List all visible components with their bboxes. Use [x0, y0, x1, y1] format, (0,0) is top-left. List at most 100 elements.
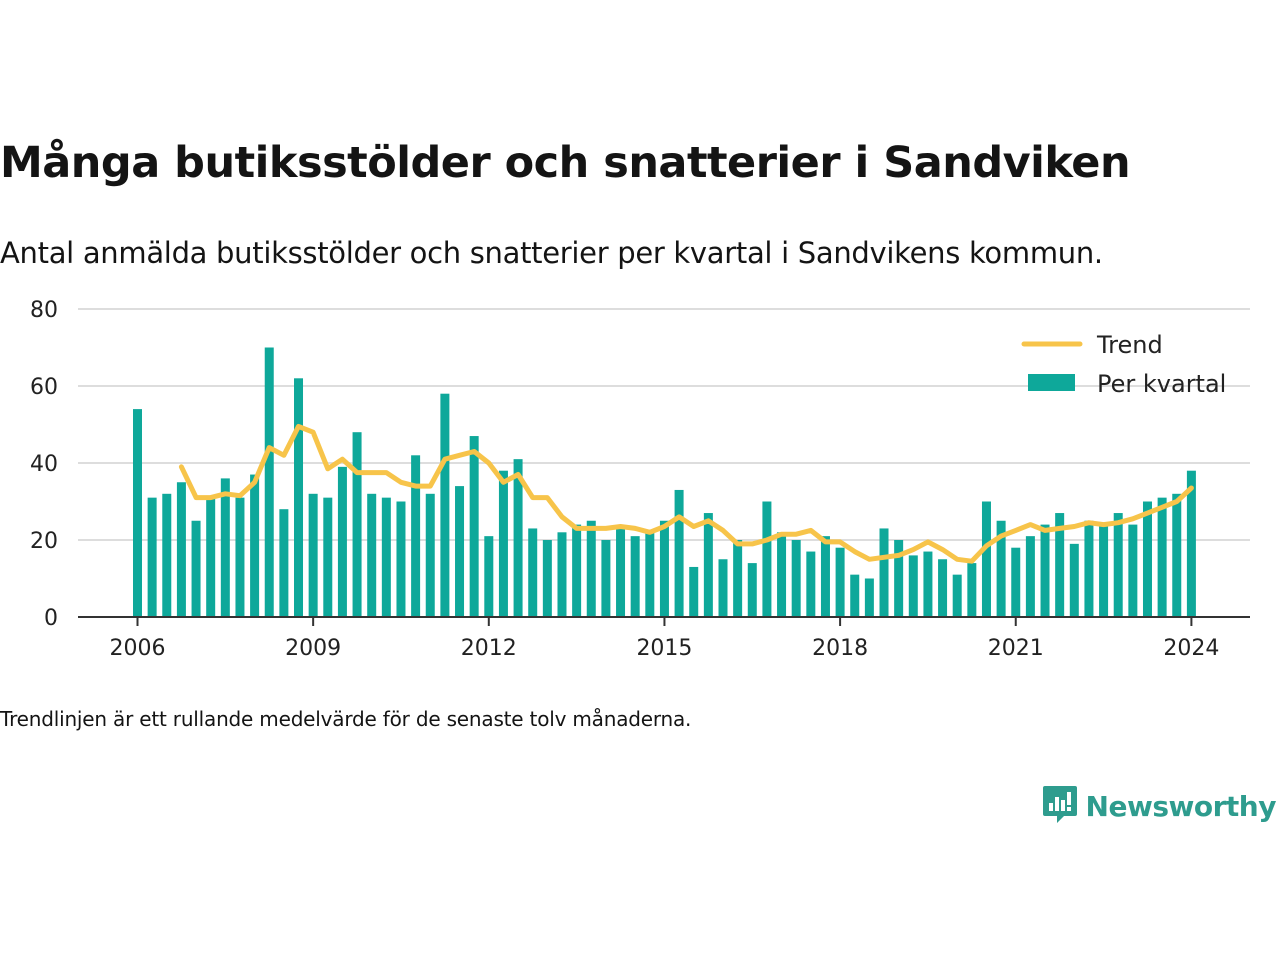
bar [557, 532, 567, 617]
bar [981, 501, 991, 617]
bar [777, 532, 787, 617]
bar [542, 540, 552, 617]
bar [220, 478, 230, 617]
legend: Trend Per kvartal [1021, 331, 1226, 398]
bar [206, 497, 216, 617]
bar [294, 378, 304, 617]
bar [586, 520, 596, 617]
bar [703, 513, 713, 617]
bar [381, 497, 391, 617]
bar [498, 470, 508, 617]
bar [747, 563, 757, 617]
bar [762, 501, 772, 617]
bar [425, 493, 435, 617]
x-tick-label: 2024 [1163, 636, 1219, 661]
bar [850, 574, 860, 617]
x-tick-label: 2018 [812, 636, 868, 661]
chart-subtitle: Antal anmälda butiksstölder och snatteri… [0, 236, 1103, 270]
bar [806, 551, 816, 617]
chart-title: Många butiksstölder och snatterier i San… [0, 138, 1131, 188]
bar [689, 566, 699, 617]
chart-footnote: Trendlinjen är ett rullande medelvärde f… [0, 707, 692, 731]
bar [455, 486, 465, 617]
bar [967, 563, 977, 617]
bar [191, 520, 201, 617]
bar [835, 547, 845, 617]
bar [528, 528, 538, 617]
trend-series [178, 423, 1194, 564]
bar [1142, 501, 1152, 617]
bar [352, 432, 362, 617]
bar [938, 559, 948, 617]
bars-series [133, 347, 1196, 617]
bar [879, 528, 889, 617]
bar [996, 520, 1006, 617]
legend-bars-swatch [1028, 374, 1075, 391]
x-tick-label: 2009 [285, 636, 341, 661]
bar [1040, 524, 1050, 617]
x-tick-label: 2015 [636, 636, 692, 661]
bar [513, 459, 523, 617]
y-tick-label: 0 [44, 606, 58, 631]
bar [1069, 543, 1079, 617]
bar [162, 493, 172, 617]
bar [235, 497, 245, 617]
bar [820, 536, 830, 617]
bar [659, 520, 669, 617]
bar [367, 493, 377, 617]
bar [396, 501, 406, 617]
bar [791, 540, 801, 617]
bar [1113, 513, 1123, 617]
legend-bars-label: Per kvartal [1097, 370, 1226, 398]
bar [1011, 547, 1021, 617]
bar [1084, 520, 1094, 617]
brand-name: Newsworthy [1085, 790, 1277, 823]
bar [147, 497, 157, 617]
bar [616, 528, 626, 617]
bar [674, 489, 684, 617]
brand: Newsworthy [1042, 784, 1277, 829]
bar [601, 540, 611, 617]
bar [952, 574, 962, 617]
bar [279, 509, 289, 617]
bar [337, 466, 347, 617]
bar [308, 493, 318, 617]
bar [718, 559, 728, 617]
bar [645, 532, 655, 617]
bar [440, 393, 450, 617]
bar [864, 578, 874, 617]
bar [1172, 493, 1182, 617]
trend-line [178, 423, 1194, 564]
x-tick-label: 2021 [988, 636, 1044, 661]
y-tick-label: 40 [30, 452, 58, 477]
bar [176, 482, 186, 617]
bar [1157, 497, 1167, 617]
bar [469, 436, 479, 617]
bar [250, 474, 260, 617]
bar [484, 536, 494, 617]
legend-trend-label: Trend [1096, 331, 1163, 359]
y-tick-label: 60 [30, 375, 58, 400]
bar [1099, 524, 1109, 617]
x-tick-label: 2012 [461, 636, 517, 661]
newsworthy-logo-icon [1042, 784, 1078, 829]
y-tick-label: 20 [30, 529, 58, 554]
bar [1025, 536, 1035, 617]
bar [894, 540, 904, 617]
bar [1055, 513, 1065, 617]
y-tick-label: 80 [30, 298, 58, 323]
bar [908, 555, 918, 617]
bar [323, 497, 333, 617]
bar [133, 409, 142, 617]
bar [411, 455, 421, 617]
chart: 0 20 40 60 80 2006 2009 2012 2015 2018 2021 2024 T… [30, 298, 1250, 661]
bar [1186, 470, 1196, 617]
bar [630, 536, 640, 617]
bar [264, 347, 274, 617]
bar [923, 551, 933, 617]
x-tick-label: 2006 [110, 636, 166, 661]
bar [572, 524, 582, 617]
x-axis: 2006 2009 2012 2015 2018 2021 2024 [78, 616, 1250, 661]
bar [733, 540, 743, 617]
y-axis: 0 20 40 60 80 [30, 298, 58, 631]
